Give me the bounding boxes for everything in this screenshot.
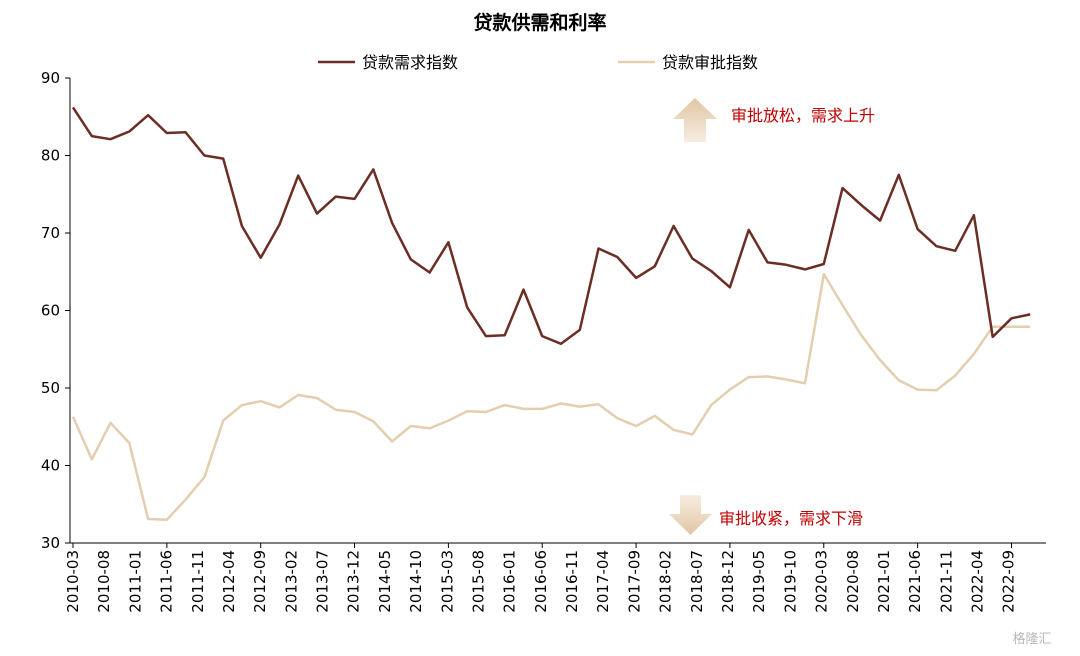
x-tick-label: 2015-08 xyxy=(469,550,487,613)
x-tick-label: 2011-06 xyxy=(158,550,176,613)
x-tick-label: 2010-08 xyxy=(95,550,113,613)
annotation-down-text: 审批收紧，需求下滑 xyxy=(719,509,863,528)
x-tick-label: 2017-04 xyxy=(594,550,612,613)
x-tick-label: 2013-07 xyxy=(314,550,332,613)
x-tick-label: 2013-02 xyxy=(282,550,300,613)
x-tick-label: 2010-03 xyxy=(64,550,82,613)
x-tick-label: 2016-06 xyxy=(532,550,550,613)
series-line-demand xyxy=(71,106,1031,346)
x-tick-label: 2019-05 xyxy=(750,550,768,613)
arrow-up-icon xyxy=(673,98,717,142)
x-tick-label: 2014-10 xyxy=(407,550,425,613)
x-tick-label: 2022-04 xyxy=(969,550,987,613)
x-tick-label: 2016-01 xyxy=(501,550,519,613)
y-ticks: 30 40 50 60 70 80 90 xyxy=(41,69,70,552)
x-tick-label: 2018-12 xyxy=(719,550,737,613)
annotation-down: 审批收紧，需求下滑 xyxy=(669,495,863,535)
x-tick-label: 2011-11 xyxy=(189,550,207,613)
annotation-up-text: 审批放松，需求上升 xyxy=(731,106,875,125)
y-tick-label: 70 xyxy=(41,224,60,242)
x-tick-label: 2014-05 xyxy=(376,550,394,613)
x-ticks: 2010-03 2010-08 2011-01 2011-06 2011-11 2012-… xyxy=(64,543,1018,613)
x-tick-label: 2019-10 xyxy=(781,550,799,613)
x-tick-label: 2016-11 xyxy=(563,550,581,613)
y-tick-label: 60 xyxy=(41,302,60,320)
x-tick-label: 2020-08 xyxy=(844,550,862,613)
x-tick-label: 2017-09 xyxy=(625,550,643,613)
chart-title: 贷款供需和利率 xyxy=(473,11,606,34)
x-tick-label: 2021-06 xyxy=(906,550,924,613)
x-tick-label: 2015-03 xyxy=(438,550,456,613)
y-tick-label: 40 xyxy=(41,457,60,475)
x-tick-label: 2020-03 xyxy=(813,550,831,613)
x-tick-label: 2012-04 xyxy=(220,550,238,613)
y-tick-label: 30 xyxy=(41,534,60,552)
x-tick-label: 2013-12 xyxy=(345,550,363,613)
y-tick-label: 90 xyxy=(41,69,60,87)
y-tick-label: 80 xyxy=(41,147,60,165)
x-tick-label: 2021-11 xyxy=(937,550,955,613)
y-tick-label: 50 xyxy=(41,379,60,397)
legend: 贷款需求指数 贷款审批指数 xyxy=(318,53,758,72)
x-tick-label: 2022-09 xyxy=(1000,550,1018,613)
legend-label-demand: 贷款需求指数 xyxy=(362,53,458,72)
series-line-approval xyxy=(71,272,1031,522)
series-lines xyxy=(71,106,1031,522)
x-tick-label: 2021-01 xyxy=(875,550,893,613)
arrow-down-icon xyxy=(669,495,712,535)
x-tick-label: 2018-02 xyxy=(657,550,675,613)
watermark: 格隆汇 xyxy=(1012,631,1051,647)
annotation-up: 审批放松，需求上升 xyxy=(673,98,875,142)
x-tick-label: 2011-01 xyxy=(126,550,144,613)
x-tick-label: 2012-09 xyxy=(251,550,269,613)
legend-label-approval: 贷款审批指数 xyxy=(662,53,758,72)
x-tick-label: 2018-07 xyxy=(688,550,706,613)
